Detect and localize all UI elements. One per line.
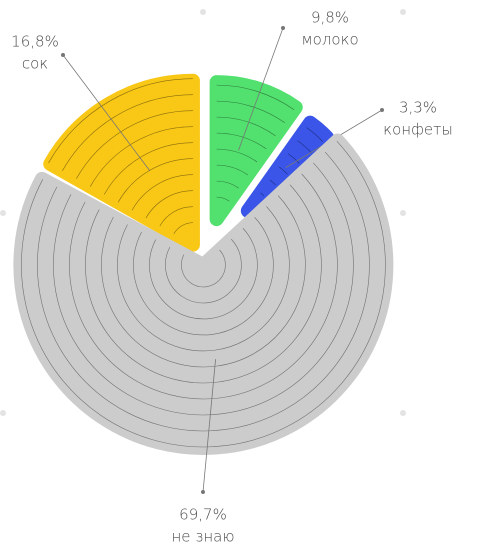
ring (69, 173, 338, 400)
ring (53, 162, 354, 416)
ring (216, 148, 258, 163)
ring (133, 217, 274, 336)
ring (48, 78, 193, 164)
ring (306, 127, 323, 142)
ring (149, 228, 258, 320)
ring (216, 196, 230, 202)
value-label: 9,8% (311, 9, 349, 27)
ring (216, 100, 285, 124)
leader-dot (61, 53, 65, 57)
leader-dot (281, 26, 285, 30)
ring (216, 164, 248, 176)
category-label: молоко (301, 31, 358, 49)
ring (278, 166, 288, 175)
ring (131, 174, 193, 211)
ring (159, 206, 193, 227)
leader-dot (380, 108, 384, 112)
slice (13, 133, 394, 455)
ring (62, 94, 193, 171)
ring (37, 151, 370, 432)
ring (165, 238, 242, 304)
ring (145, 190, 193, 219)
leader-line (238, 27, 284, 151)
leader-line (202, 359, 216, 493)
ring (181, 249, 226, 288)
leader-dot (201, 490, 205, 494)
category-label: конфеты (383, 121, 453, 139)
slice (209, 75, 303, 227)
ring (216, 116, 276, 137)
background-dots (0, 9, 406, 416)
ring (89, 126, 193, 187)
ring (269, 179, 276, 186)
category-label: сок (22, 55, 48, 73)
ring (117, 206, 290, 352)
ring (288, 153, 300, 164)
leader-line (62, 54, 151, 172)
ring (216, 84, 295, 110)
ring (76, 110, 193, 179)
ring (173, 222, 193, 235)
ring (260, 192, 265, 197)
slice (43, 73, 200, 252)
ring (21, 141, 386, 448)
value-label: 16,8% (11, 33, 59, 51)
ring (216, 180, 239, 189)
ring (85, 184, 322, 384)
category-label: не знаю (171, 528, 234, 546)
value-label: 3,3% (399, 99, 437, 117)
ring (103, 142, 193, 195)
value-label: 69,7% (179, 506, 227, 524)
ring (216, 132, 267, 150)
ring (101, 195, 306, 368)
